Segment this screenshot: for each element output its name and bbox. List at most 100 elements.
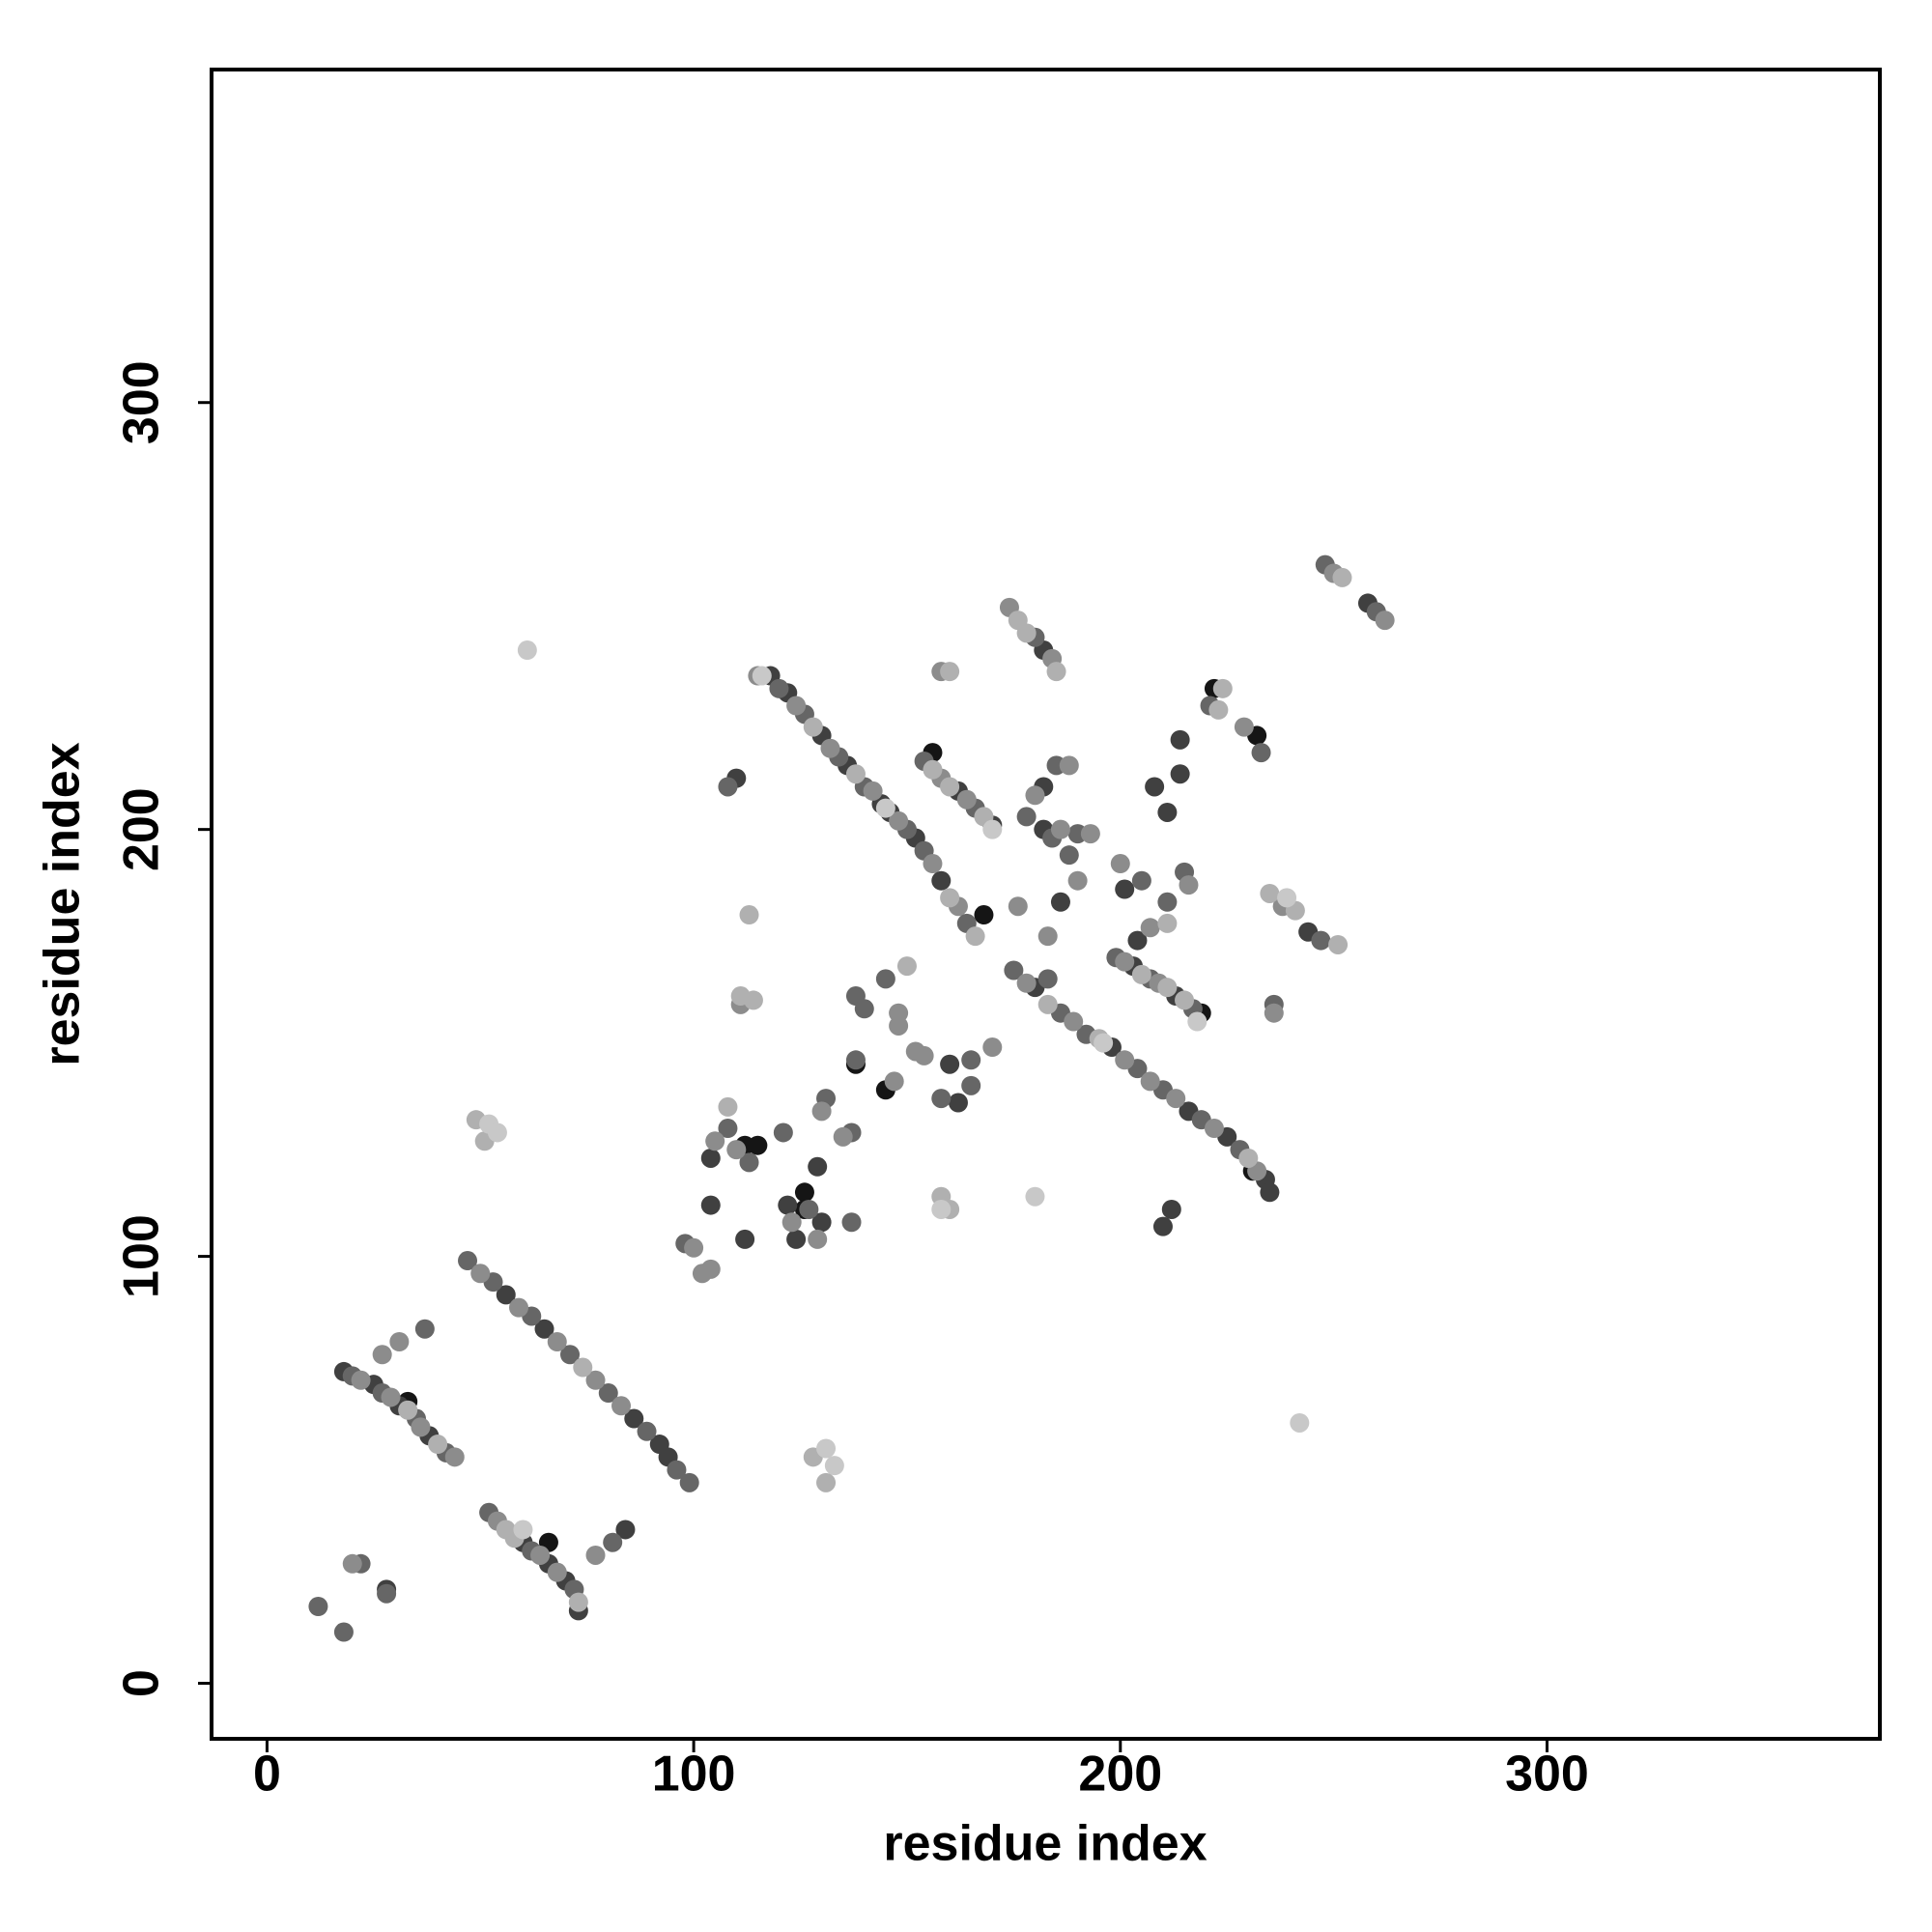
point <box>889 810 909 831</box>
point <box>1064 1011 1084 1032</box>
point <box>896 956 917 977</box>
point <box>816 1472 837 1492</box>
point <box>1375 611 1395 631</box>
point <box>841 1212 862 1233</box>
point <box>1050 892 1070 912</box>
point <box>931 1199 952 1219</box>
point <box>389 1331 410 1351</box>
point <box>752 666 772 686</box>
point <box>1046 662 1066 682</box>
point <box>1264 1003 1284 1023</box>
point <box>1008 896 1028 917</box>
point <box>1170 729 1190 750</box>
point <box>624 1408 644 1429</box>
x-tick-label: 300 <box>1505 1747 1589 1803</box>
point <box>1260 883 1280 903</box>
point <box>931 870 952 891</box>
point <box>1208 699 1229 720</box>
point <box>1004 960 1024 980</box>
point <box>794 1182 814 1203</box>
point <box>748 1135 768 1155</box>
point <box>1260 1182 1280 1203</box>
x-tick-label: 0 <box>253 1747 281 1803</box>
point <box>718 1119 738 1139</box>
point <box>961 1050 981 1070</box>
point <box>786 696 807 716</box>
point <box>854 999 874 1019</box>
point <box>573 1357 593 1378</box>
point <box>1166 1089 1186 1109</box>
point <box>398 1400 418 1420</box>
point <box>598 1383 618 1404</box>
point <box>1115 952 1135 972</box>
x-tick-label: 100 <box>652 1747 736 1803</box>
point <box>1037 926 1058 947</box>
point <box>833 1126 853 1147</box>
point <box>509 1297 529 1318</box>
point <box>1110 854 1130 874</box>
point <box>778 1195 798 1215</box>
plot-frame <box>210 68 1882 1741</box>
point <box>1025 785 1045 806</box>
point <box>961 1075 981 1095</box>
point <box>931 1089 952 1109</box>
point <box>1016 623 1037 643</box>
point <box>1115 879 1135 899</box>
point <box>1251 743 1271 763</box>
point <box>863 781 883 801</box>
point <box>1094 1033 1114 1053</box>
point <box>923 759 943 780</box>
point <box>342 1553 362 1574</box>
point <box>1140 918 1160 938</box>
point <box>824 1456 844 1476</box>
point <box>940 662 960 682</box>
point <box>1140 1071 1160 1092</box>
point <box>585 1370 606 1390</box>
point <box>414 1319 435 1339</box>
point <box>585 1545 606 1565</box>
point <box>1311 930 1331 951</box>
point <box>1234 717 1254 737</box>
point <box>1290 1412 1310 1433</box>
point <box>603 1532 623 1552</box>
point <box>974 905 994 925</box>
x-axis-title: residue index <box>883 1816 1207 1872</box>
point <box>808 1156 828 1177</box>
point <box>458 1251 478 1271</box>
point <box>889 1015 909 1036</box>
point <box>1157 978 1178 998</box>
point <box>940 888 960 908</box>
point <box>1067 870 1088 891</box>
point <box>611 1396 632 1416</box>
point <box>1277 888 1297 908</box>
point <box>1016 973 1037 993</box>
point <box>1328 934 1349 954</box>
point <box>470 1264 491 1284</box>
point <box>965 926 985 947</box>
point <box>816 1438 837 1459</box>
point <box>1212 678 1233 698</box>
point <box>411 1417 431 1437</box>
y-tick-label: 100 <box>114 1214 170 1298</box>
point <box>1187 1011 1208 1032</box>
point <box>1238 1148 1259 1168</box>
point <box>517 640 537 661</box>
point <box>1059 755 1079 776</box>
point <box>940 1054 960 1074</box>
point <box>381 1387 401 1407</box>
point <box>1157 802 1178 822</box>
point <box>534 1319 554 1339</box>
point <box>377 1583 397 1604</box>
point <box>1050 819 1070 839</box>
point <box>1131 870 1151 891</box>
point <box>679 1472 699 1492</box>
point <box>739 905 759 925</box>
point <box>1037 994 1058 1014</box>
point <box>1332 567 1352 587</box>
point <box>786 1229 807 1249</box>
point <box>1127 930 1148 951</box>
point <box>781 1212 802 1233</box>
point <box>684 1237 704 1258</box>
point <box>530 1545 551 1565</box>
point <box>1037 969 1058 989</box>
